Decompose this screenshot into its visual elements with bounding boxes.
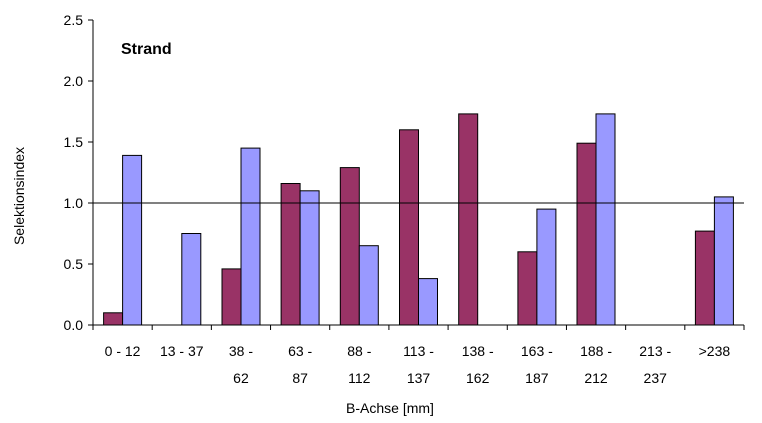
bar-series1-8 xyxy=(576,142,597,326)
y-axis-title: Selektionsindex xyxy=(11,147,27,245)
x-tick-labels: 0 - 12 13 - 37 38 -62 63 -87 88 -112 113 -137… xyxy=(105,343,731,386)
bar-series2-3 xyxy=(299,190,320,326)
bar-series1-4 xyxy=(339,167,360,326)
x-tick-label: >238 xyxy=(699,343,731,359)
x-tick-label: 188 -212 xyxy=(580,343,612,386)
bar-series2-8 xyxy=(595,113,616,326)
bar-series2-4 xyxy=(358,245,379,326)
x-tick-label: 138 -162 xyxy=(462,343,494,386)
bar-series1-2 xyxy=(221,268,242,326)
y-tick-label: 0.5 xyxy=(64,256,84,272)
bar-series1-5 xyxy=(399,129,419,326)
x-tick-label: 113 -137 xyxy=(403,343,434,386)
bars xyxy=(103,113,734,326)
x-tick-label: 88 -112 xyxy=(347,343,371,386)
bar-series2-10 xyxy=(713,196,734,326)
x-tick-label: 38 -62 xyxy=(229,343,253,386)
bar-series2-7 xyxy=(536,208,557,326)
bar-series2-2 xyxy=(240,147,261,326)
bar-series1-6 xyxy=(458,113,479,326)
y-tick-label: 1.0 xyxy=(64,195,84,211)
y-tick-label: 2.0 xyxy=(64,73,84,89)
bar-series1-3 xyxy=(280,183,301,326)
y-tick-label: 1.5 xyxy=(64,134,84,150)
axes xyxy=(88,19,745,330)
y-tick-labels: 0.0 0.5 1.0 1.5 2.0 2.5 xyxy=(64,12,84,333)
x-tick-label: 63 -87 xyxy=(288,343,312,386)
x-tick-label: 13 - 37 xyxy=(160,343,204,359)
bar-series1-10 xyxy=(694,230,715,326)
x-tick-label: 163 -187 xyxy=(521,343,553,386)
x-tick-label: 0 - 12 xyxy=(105,343,141,359)
bar-series1-0 xyxy=(103,312,124,326)
chart-title: Strand xyxy=(121,41,172,58)
bar-series2-5 xyxy=(418,278,438,326)
bar-series2-1 xyxy=(181,233,202,326)
bar-series1-7 xyxy=(517,251,538,326)
y-tick-label: 0.0 xyxy=(64,317,84,333)
bar-series2-0 xyxy=(122,154,143,326)
x-axis-title: B-Achse [mm] xyxy=(346,400,434,416)
x-tick-label: 213 -237 xyxy=(639,343,671,386)
y-tick-label: 2.5 xyxy=(64,12,84,28)
